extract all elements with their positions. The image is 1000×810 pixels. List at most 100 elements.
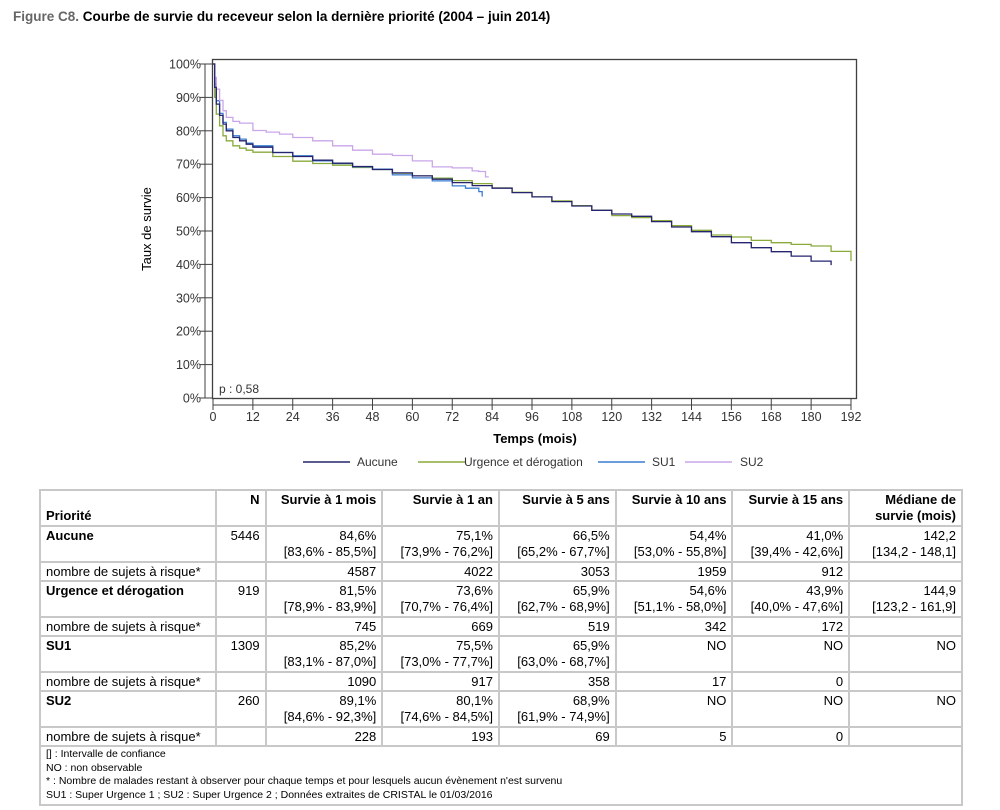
- table-row: Urgence et dérogation 919 81,5% [78,9% - 83…: [39, 580, 963, 618]
- y-tick-label: 60%: [176, 191, 201, 205]
- survival-5-years-cell: 68,9% [61,9% - 74,9%]: [497, 690, 617, 728]
- at-risk-survival-1-month-cell: 228: [264, 726, 384, 747]
- survival-5-years-cell: 65,9% [63,0% - 68,7%]: [497, 635, 617, 673]
- survival-1-year-cell: 80,1% [74,6% - 84,5%]: [381, 690, 500, 728]
- median-survival-cell: 144,9 [123,2 - 161,9]: [848, 580, 963, 618]
- x-tick-label: 180: [801, 410, 822, 424]
- at-risk-survival-5-years-cell: 358: [497, 671, 617, 692]
- table-row: Aucune 5446 84,6% [83,6% - 85,5%] 75,1% [73,9…: [39, 525, 963, 563]
- legend-label: Aucune: [357, 455, 398, 469]
- x-tick-label: 36: [326, 410, 340, 424]
- legend: Aucune Urgence et dérogation SU1 SU2: [303, 455, 764, 469]
- table-row: SU2 260 89,1% [84,6% - 92,3%] 80,1% [74,6% - …: [39, 690, 963, 728]
- survival-1-year-cell: 75,1% [73,9% - 76,2%]: [381, 525, 500, 563]
- estimate-value: 142,2: [923, 528, 956, 543]
- survival-5-years-cell: 65,9% [62,7% - 68,9%]: [497, 580, 617, 618]
- at-risk-survival-1-year-cell: 193: [381, 726, 500, 747]
- empty-cell: [214, 726, 267, 747]
- y-tick-label: 10%: [176, 358, 201, 372]
- x-tick-label: 60: [405, 410, 419, 424]
- survival-1-month-cell: 81,5% [78,9% - 83,9%]: [264, 580, 384, 618]
- table-header-row: Priorité N Survie à 1 mois Survie à 1 an…: [39, 489, 963, 527]
- empty-cell: [214, 671, 267, 692]
- estimate-value: 73,6%: [456, 583, 493, 598]
- at-risk-survival-10-years-cell: 5: [614, 726, 734, 747]
- header-survival-1-month: Survie à 1 mois: [264, 489, 384, 527]
- at-risk-survival-5-years-cell: 3053: [497, 561, 617, 582]
- confidence-interval: [738, 709, 843, 725]
- group-n-cell: 5446: [214, 525, 267, 563]
- empty-cell: [214, 561, 267, 582]
- confidence-interval: [622, 709, 727, 725]
- estimate-value: NO: [706, 693, 727, 708]
- header-priority: Priorité: [39, 489, 217, 527]
- at-risk-survival-15-years-cell: 0: [731, 726, 851, 747]
- estimate-value: 89,1%: [339, 693, 377, 708]
- at-risk-median-survival-cell: [848, 561, 963, 582]
- at-risk-survival-1-year-cell: 669: [381, 616, 500, 637]
- x-tick-label: 24: [286, 410, 300, 424]
- confidence-interval: [65,2% - 67,7%]: [517, 544, 610, 559]
- x-tick-label: 96: [525, 410, 539, 424]
- y-tick-label: 80%: [176, 124, 201, 138]
- group-name-cell: SU1: [39, 635, 217, 673]
- at-risk-label: nombre de sujets à risque*: [39, 726, 217, 747]
- survival-15-years-cell: 43,9% [40,0% - 47,6%]: [731, 580, 851, 618]
- header-survival-5-years: Survie à 5 ans: [497, 489, 617, 527]
- legend-label: SU1: [652, 455, 676, 469]
- legend-item: Aucune: [303, 455, 398, 469]
- estimate-value: 66,5%: [572, 528, 610, 543]
- x-tick-label: 12: [246, 410, 260, 424]
- survival-1-month-cell: 89,1% [84,6% - 92,3%]: [264, 690, 384, 728]
- at-risk-survival-5-years-cell: 519: [497, 616, 617, 637]
- survival-10-years-cell: NO: [614, 635, 734, 673]
- estimate-value: 75,1%: [456, 528, 493, 543]
- confidence-interval: [83,1% - 87,0%]: [283, 654, 377, 669]
- figure-title: Figure C8. Courbe de survie du receveur …: [13, 9, 550, 24]
- figure-title-text: Courbe de survie du receveur selon la de…: [82, 9, 551, 24]
- legend-item: SU1: [598, 455, 676, 469]
- series-layer: [213, 63, 852, 266]
- confidence-interval: [73,0% - 77,7%]: [400, 654, 493, 669]
- confidence-interval: [62,7% - 68,9%]: [517, 599, 610, 614]
- at-risk-survival-1-month-cell: 1090: [264, 671, 384, 692]
- confidence-interval: [855, 709, 956, 725]
- at-risk-survival-15-years-cell: 172: [731, 616, 851, 637]
- at-risk-survival-10-years-cell: 1959: [614, 561, 734, 582]
- figure-number: Figure C8.: [13, 9, 80, 24]
- y-tick-label: 100%: [169, 58, 201, 72]
- y-tick-label: 0%: [183, 392, 201, 406]
- legend-label: Urgence et dérogation: [464, 455, 583, 469]
- table-body: Aucune 5446 84,6% [83,6% - 85,5%] 75,1% [73,9…: [39, 525, 963, 747]
- x-tick-label: 168: [761, 410, 782, 424]
- x-tick-label: 144: [681, 410, 702, 424]
- median-survival-cell: NO: [848, 635, 963, 673]
- plot-frame: [211, 58, 858, 400]
- median-survival-cell: NO: [848, 690, 963, 728]
- confidence-interval: [53,0% - 55,8%]: [633, 544, 727, 559]
- x-tick-label: 84: [485, 410, 499, 424]
- confidence-interval: [83,6% - 85,5%]: [283, 544, 377, 559]
- at-risk-median-survival-cell: [848, 726, 963, 747]
- survival-5-years-cell: 66,5% [65,2% - 67,7%]: [497, 525, 617, 563]
- survival-10-years-cell: 54,6% [51,1% - 58,0%]: [614, 580, 734, 618]
- confidence-interval: [855, 654, 956, 670]
- survival-10-years-cell: 54,4% [53,0% - 55,8%]: [614, 525, 734, 563]
- estimate-value: 75,5%: [456, 638, 493, 653]
- table-row: SU1 1309 85,2% [83,1% - 87,0%] 75,5% [73,0% -…: [39, 635, 963, 673]
- estimate-value: NO: [706, 638, 727, 653]
- confidence-interval: [70,7% - 76,4%]: [400, 599, 493, 614]
- estimate-value: 54,6%: [689, 583, 727, 598]
- confidence-interval: [39,4% - 42,6%]: [750, 544, 844, 559]
- group-n-cell: 919: [214, 580, 267, 618]
- confidence-interval: [78,9% - 83,9%]: [283, 599, 377, 614]
- x-tick-label: 120: [601, 410, 622, 424]
- legend-label: SU2: [740, 455, 764, 469]
- y-tick-label: 50%: [176, 225, 201, 239]
- group-n-cell: 1309: [214, 635, 267, 673]
- estimate-value: 65,9%: [572, 583, 610, 598]
- x-tick-label: 156: [721, 410, 742, 424]
- estimate-value: NO: [936, 638, 957, 653]
- header-n: N: [214, 489, 267, 527]
- confidence-interval: [61,9% - 74,9%]: [517, 709, 610, 724]
